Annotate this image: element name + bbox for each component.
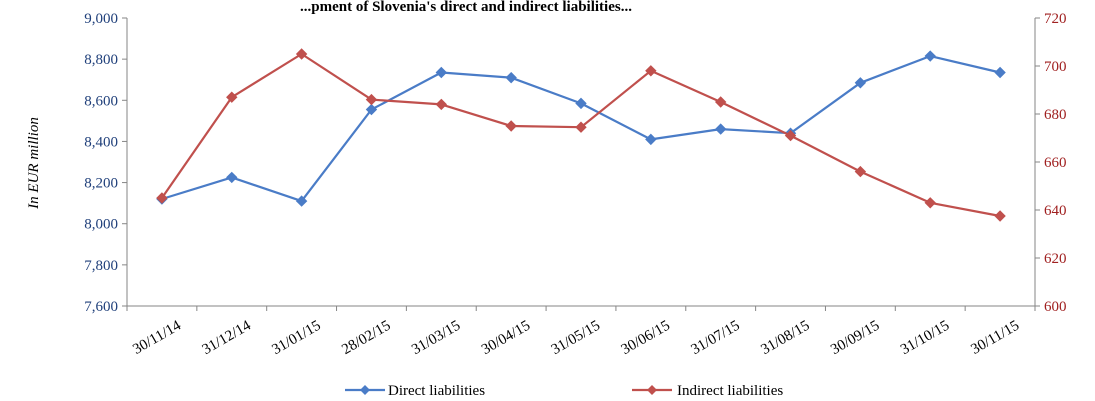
left-tick-label: 8,600 [84,93,118,109]
legend-marker [647,385,657,395]
series-direct-liabilities [156,50,1006,207]
x-tick-label: 30/04/15 [479,318,533,359]
data-point [924,197,936,209]
series-indirect-liabilities [156,48,1006,222]
data-point [994,210,1006,222]
data-point [295,48,308,60]
y-axis-label: In EUR million [26,117,42,210]
data-point [295,195,308,207]
data-point [505,120,517,132]
data-point [784,129,797,142]
x-tick-label: 30/06/15 [619,318,673,359]
legend-label: Direct liabilities [388,383,485,399]
data-point [854,165,867,178]
left-tick-label: 9,000 [84,11,118,27]
data-point [435,98,448,111]
data-point [575,121,587,133]
data-point [994,66,1006,79]
data-point [924,50,936,62]
legend-label: Indirect liabilities [677,383,783,399]
data-point [645,65,657,77]
left-tick-label: 8,200 [84,176,118,192]
data-point [505,71,517,84]
left-tick-label: 7,800 [84,258,118,274]
x-tick-label: 28/02/15 [339,318,393,359]
left-tick-label: 8,800 [84,52,118,68]
x-tick-label: 30/09/15 [828,318,882,359]
series-layer [156,48,1006,222]
data-point [854,77,867,89]
right-tick-label: 640 [1044,203,1067,219]
right-tick-label: 620 [1044,251,1067,267]
legend-marker [360,385,370,395]
data-point [714,96,727,108]
right-tick-label: 720 [1044,11,1067,27]
legend-item: Direct liabilities [345,383,485,399]
data-point [156,192,168,204]
data-point [226,171,238,184]
data-point [645,133,657,146]
legend: Direct liabilities Indirect liabilities [345,383,783,399]
axes: 7,600 7,800 8,000 8,200 8,400 8,600 8,800 9,000… [84,11,1066,358]
chart-title: ...pment of Slovenia's direct and indire… [300,0,632,15]
x-tick-label: 31/01/15 [269,318,323,359]
legend-item: Indirect liabilities [632,383,783,399]
right-tick-label: 600 [1044,299,1067,315]
x-tick-label: 31/07/15 [688,318,742,359]
right-tick-label: 660 [1044,155,1067,171]
data-point [365,103,378,116]
right-tick-label: 680 [1044,107,1067,123]
x-tick-label: 31/12/14 [200,317,255,358]
left-tick-label: 8,000 [84,217,118,233]
x-tick-label: 31/03/15 [409,318,463,359]
x-tick-label: 31/10/15 [898,318,952,359]
data-point [226,91,238,103]
data-point [575,97,587,110]
x-tick-label: 31/05/15 [549,318,603,359]
x-tick-label: 30/11/14 [130,317,184,357]
left-tick-label: 7,600 [84,299,118,315]
right-tick-label: 700 [1044,59,1067,75]
x-tick-label: 30/11/15 [968,318,1022,358]
data-point [435,66,448,79]
x-tick-label: 31/08/15 [758,318,812,359]
data-point [714,123,727,135]
left-tick-label: 8,400 [84,134,118,150]
data-point [365,93,378,106]
